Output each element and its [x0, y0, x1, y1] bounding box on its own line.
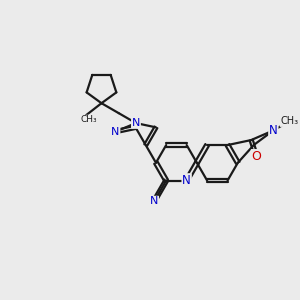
Text: N: N	[150, 196, 158, 206]
Text: N: N	[150, 196, 158, 206]
Text: CH₃: CH₃	[280, 116, 298, 126]
Text: N: N	[182, 174, 191, 187]
Text: CH₃: CH₃	[80, 115, 97, 124]
Text: N: N	[269, 124, 278, 137]
Text: N: N	[269, 124, 278, 137]
Text: O: O	[251, 150, 261, 163]
Text: N: N	[182, 174, 191, 187]
Text: O: O	[251, 150, 261, 163]
Text: N: N	[111, 127, 120, 136]
Text: N: N	[132, 118, 140, 128]
Text: N: N	[111, 127, 120, 136]
Text: N: N	[132, 118, 140, 128]
Text: CH₃: CH₃	[280, 116, 298, 126]
